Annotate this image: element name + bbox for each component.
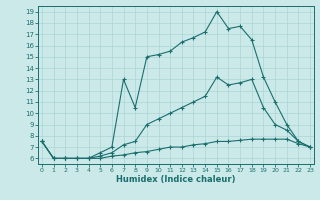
X-axis label: Humidex (Indice chaleur): Humidex (Indice chaleur) — [116, 175, 236, 184]
